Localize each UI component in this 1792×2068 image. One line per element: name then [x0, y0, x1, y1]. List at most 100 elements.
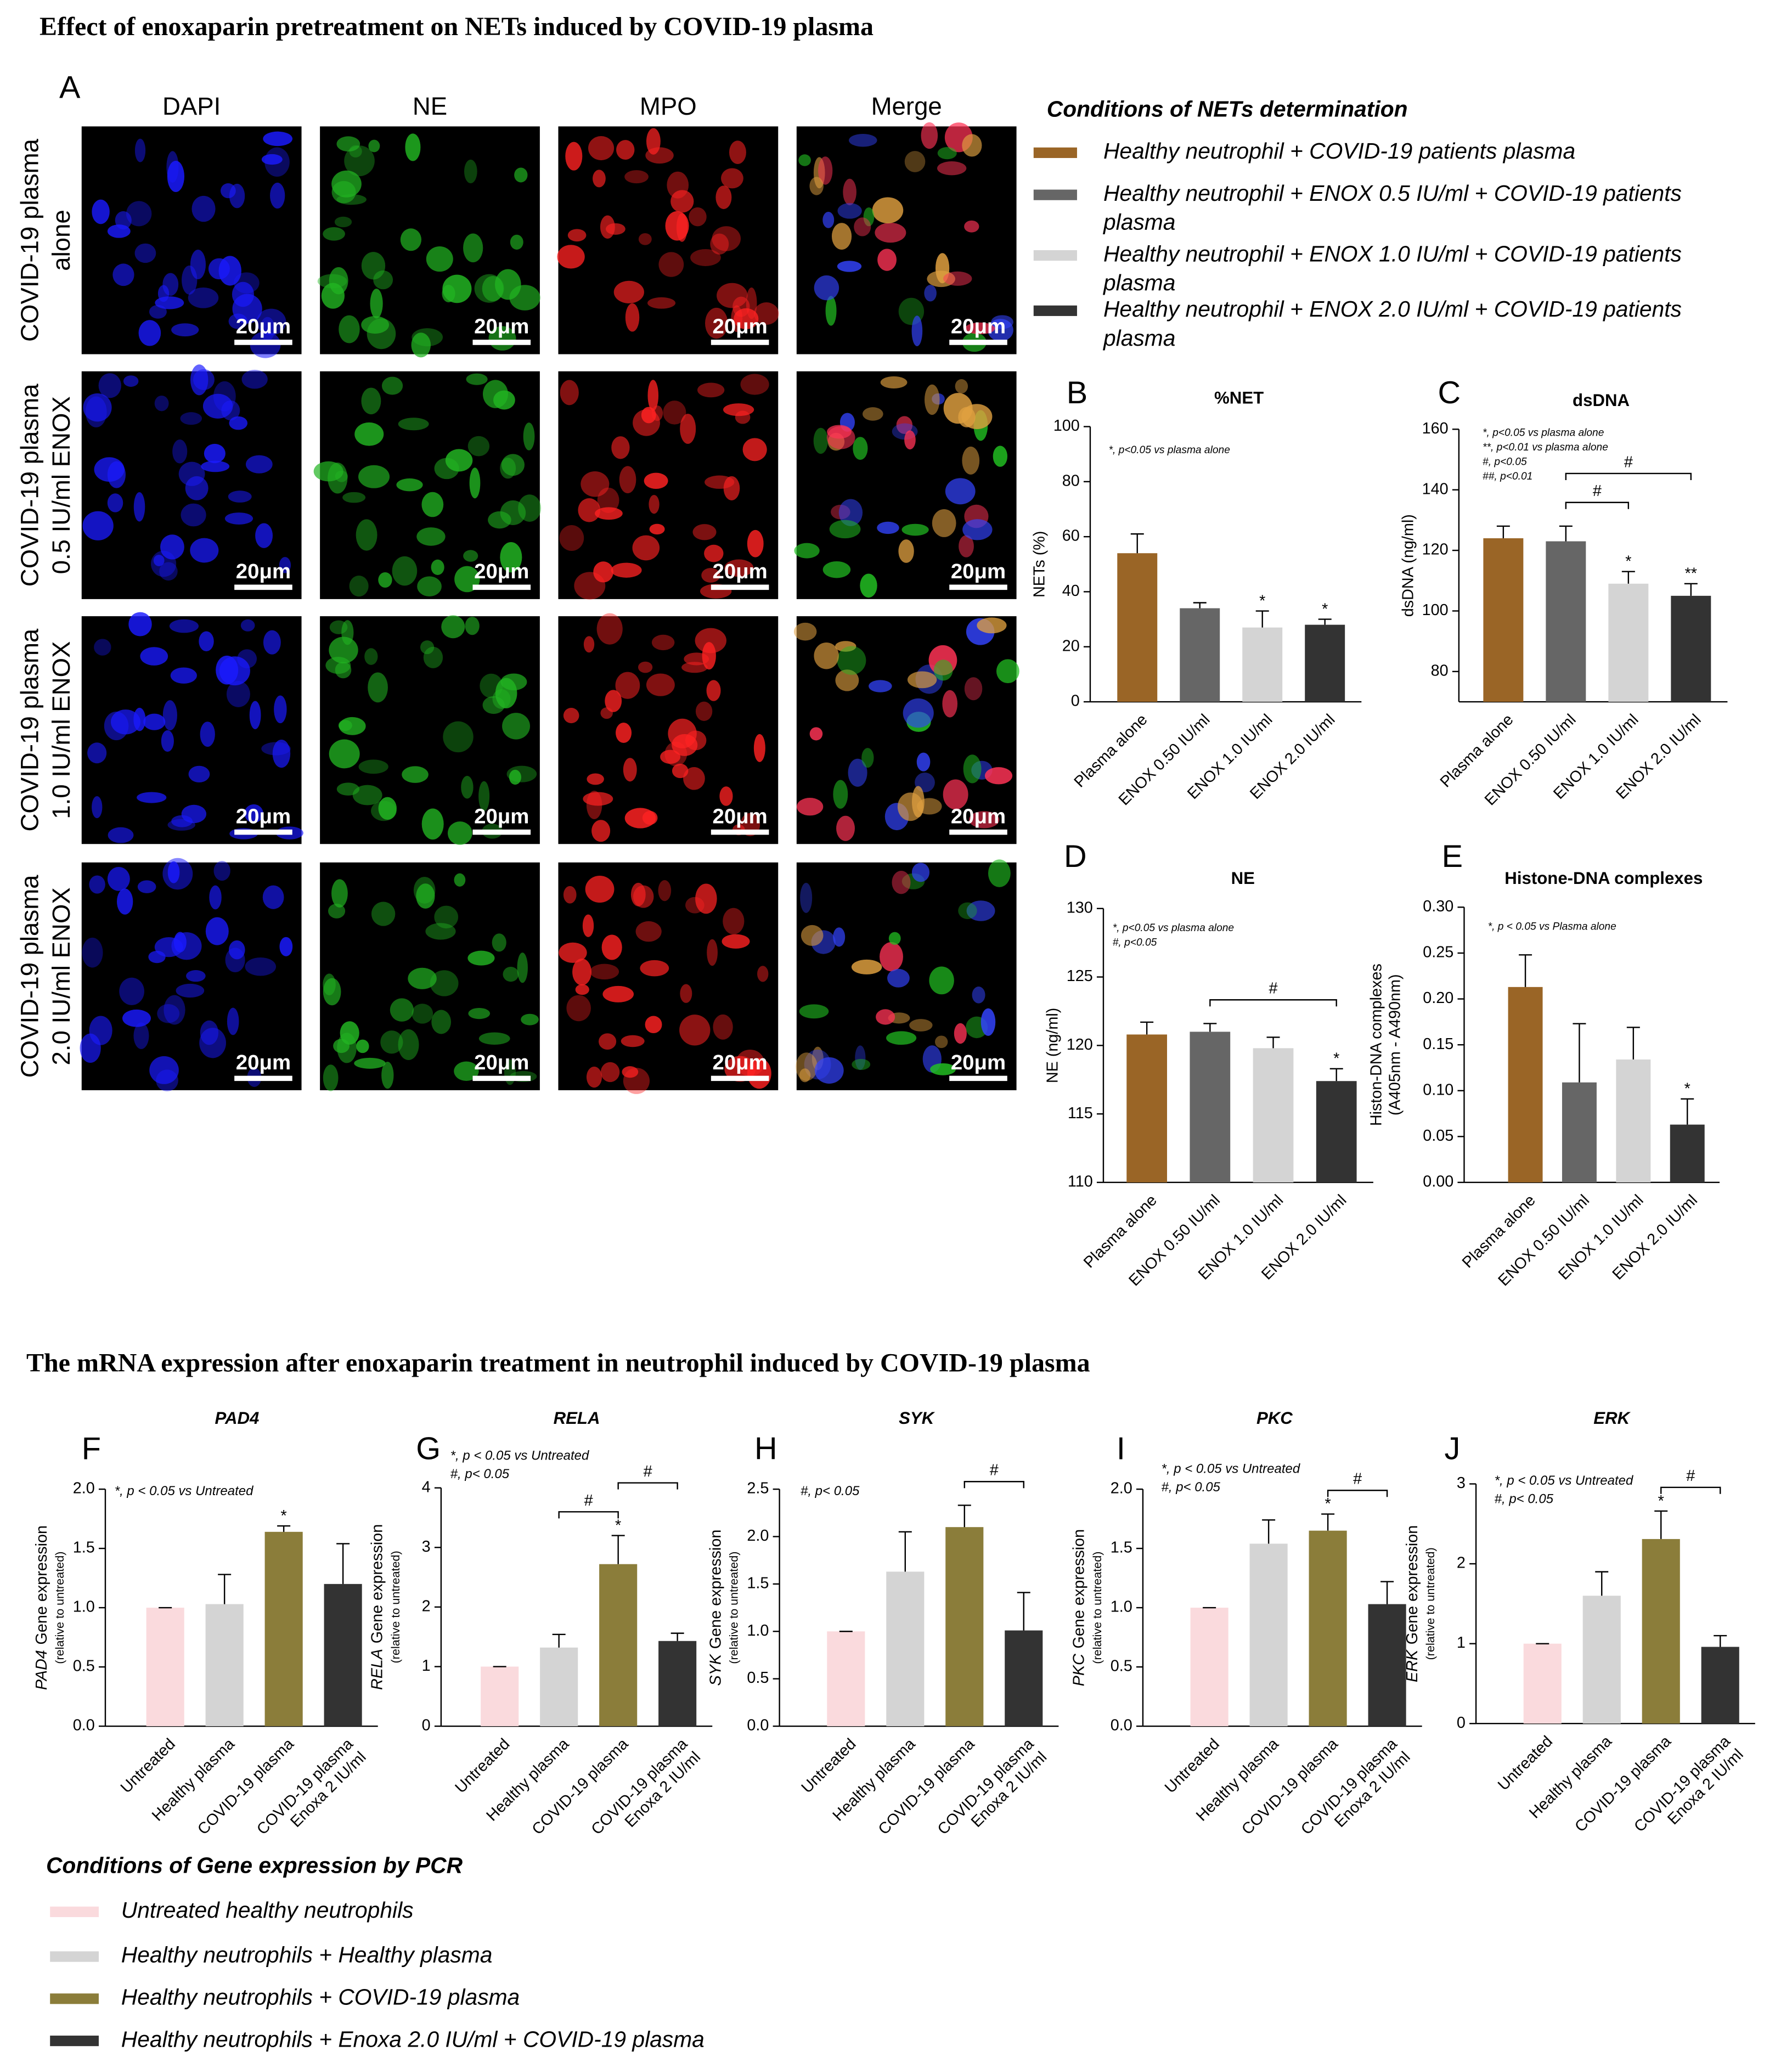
y-axis-label: RELA Gene expression	[368, 1524, 386, 1690]
cell-blob	[466, 373, 488, 385]
annotation: #, p< 0.05	[1495, 1492, 1554, 1507]
annotation: *, p < 0.05 vs Untreated	[450, 1448, 589, 1463]
legend-label: Healthy neutrophils + Enoxa 2.0 IU/ml + …	[121, 2026, 705, 2052]
cell-blob	[272, 739, 291, 768]
cell-blob	[463, 550, 478, 562]
micrograph	[793, 616, 1019, 844]
cell-blob	[333, 1039, 350, 1053]
cell-blob	[339, 717, 366, 735]
x-tick-label: Untreated	[1495, 1733, 1556, 1794]
cell-blob	[799, 1004, 829, 1019]
cell-blob	[381, 1061, 394, 1089]
cell-blob	[605, 223, 625, 235]
cell-blob	[464, 159, 477, 184]
significance-bracket	[963, 1481, 1024, 1489]
cell-blob	[381, 376, 403, 395]
bar	[264, 1531, 303, 1727]
cell-blob	[107, 224, 131, 238]
cell-blob	[361, 315, 389, 334]
y-tick-label: 2.0	[747, 1527, 769, 1545]
cell-blob	[672, 763, 689, 779]
cell-blob	[229, 183, 245, 209]
cell-blob	[927, 271, 955, 288]
cell-blob	[245, 957, 277, 976]
cell-blob	[880, 942, 903, 972]
scale-bar-label: 20μm	[712, 315, 767, 339]
y-tick-label: 1.0	[73, 1598, 95, 1616]
micrograph	[80, 858, 302, 1092]
cell-blob	[133, 492, 145, 522]
micrograph-bg	[558, 616, 779, 844]
error-bar	[1130, 533, 1144, 554]
y-tick-label: 0.05	[1423, 1127, 1453, 1145]
bar	[1253, 1048, 1294, 1182]
cell-blob	[336, 194, 367, 205]
cell-blob	[190, 250, 206, 280]
cell-blob	[697, 382, 725, 398]
cell-blob	[872, 197, 904, 224]
cell-blob	[200, 722, 215, 747]
micrograph	[313, 371, 542, 599]
cell-blob	[837, 261, 862, 272]
significance-marker: *	[1625, 553, 1631, 571]
bar	[1562, 1082, 1597, 1182]
cell-blob	[911, 786, 925, 818]
cell-blob	[506, 765, 537, 782]
cell-blob	[833, 780, 848, 809]
legend-swatch	[50, 1951, 99, 1962]
cell-blob	[809, 727, 823, 741]
cell-blob	[89, 875, 105, 894]
cell-blob	[596, 613, 623, 645]
cell-blob	[92, 796, 103, 819]
scale-bar-label: 20μm	[712, 804, 767, 828]
panel-letter: E	[1442, 839, 1463, 874]
cell-blob	[122, 1009, 151, 1027]
annotation: ##, p<0.01	[1483, 471, 1532, 482]
cell-blob	[107, 866, 130, 891]
cell-blob	[149, 1056, 179, 1084]
significance-bracket	[1327, 1490, 1388, 1497]
cell-blob	[715, 185, 732, 210]
bar	[599, 1564, 638, 1727]
cell-blob	[205, 917, 229, 945]
cell-blob	[329, 267, 348, 295]
bar	[1670, 1124, 1705, 1182]
cell-blob	[583, 792, 613, 806]
chart-title: PAD4	[215, 1408, 260, 1428]
y-axis-label-gene: PAD4	[32, 1650, 50, 1690]
legend-swatch	[50, 1906, 99, 1917]
section-title: The mRNA expression after enoxaparin tre…	[26, 1349, 1090, 1378]
cell-blob	[204, 443, 226, 464]
y-tick-label: 120	[1067, 1036, 1093, 1053]
cell-blob	[509, 285, 540, 311]
error-bar	[1017, 1592, 1030, 1631]
cell-blob	[339, 315, 360, 343]
cell-blob	[593, 561, 613, 583]
cell-blob	[213, 860, 230, 881]
cell-blob	[396, 478, 423, 492]
error-bar	[218, 1574, 232, 1604]
bar	[205, 1604, 244, 1727]
cell-blob	[408, 967, 437, 989]
cell-blob	[800, 882, 813, 913]
cell-blob	[467, 436, 490, 457]
cell-blob	[649, 494, 660, 514]
error-bar	[898, 1531, 912, 1572]
cell-blob	[334, 216, 352, 228]
y-tick-label: 120	[1422, 541, 1449, 559]
cell-blob	[695, 628, 726, 653]
cell-blob	[469, 467, 481, 499]
error-bar	[1193, 602, 1207, 608]
bar	[658, 1641, 697, 1727]
cell-blob	[341, 620, 354, 645]
y-axis-label: PKC Gene expression	[1070, 1529, 1087, 1686]
cell-blob	[225, 948, 245, 973]
error-bar	[1681, 1098, 1694, 1125]
micrograph	[796, 122, 1017, 354]
cell-blob	[518, 494, 542, 522]
cell-blob	[904, 151, 926, 172]
cell-blob	[632, 535, 660, 561]
cell-blob	[140, 647, 168, 666]
cell-blob	[199, 1028, 226, 1058]
